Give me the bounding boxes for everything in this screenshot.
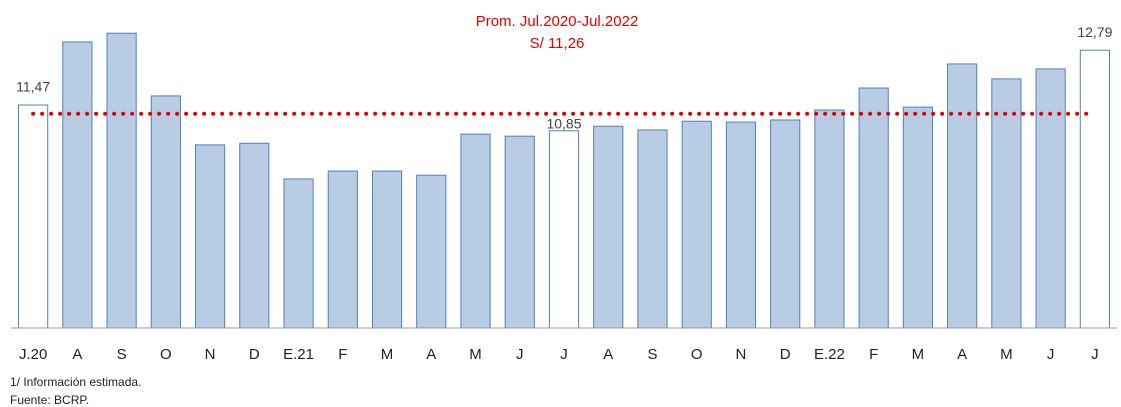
average-title: Prom. Jul.2020-Jul.2022 [476,13,639,30]
average-label: S/ 11,26 [530,35,585,52]
bar [62,41,93,329]
bar [991,78,1022,329]
bar [106,32,137,329]
bar [504,135,535,329]
x-tick-label: F [869,346,878,363]
x-tick-label: A [72,346,82,363]
x-tick-label: D [780,346,791,363]
x-tick-label: A [603,346,613,363]
value-label: 11,47 [16,79,50,95]
bar [548,130,580,329]
x-tick-label: J.20 [19,346,47,363]
x-tick-label: O [691,346,703,363]
x-tick-label: E.22 [814,346,845,363]
bar [194,144,226,329]
x-tick-label: E.21 [283,346,314,363]
bar [416,174,447,329]
bar [283,178,314,329]
bar [327,170,358,329]
x-tick-label: A [957,346,967,363]
x-tick-label: M [381,346,394,363]
bar [1079,49,1110,329]
bar [239,142,270,329]
x-tick-label: F [338,346,347,363]
x-tick-label: O [160,346,172,363]
x-tick-label: J [516,346,524,363]
bar [593,125,624,329]
bar [681,120,712,329]
x-tick-label: S [117,346,127,363]
x-tick-label: S [647,346,657,363]
x-tick-label: A [426,346,436,363]
x-tick-label: D [249,346,260,363]
bar [814,109,845,329]
bar [725,121,757,329]
bar [460,133,491,329]
source-note: Fuente: BCRP. [10,393,89,407]
x-tick-label: M [912,346,925,363]
x-tick-label: M [1000,346,1013,363]
footnote: 1/ Información estimada. [10,375,141,389]
value-label: 10,85 [546,115,581,131]
value-label: 12,79 [1077,24,1112,40]
bar [371,170,403,329]
x-tick-label: N [205,346,216,363]
x-tick-label: N [736,346,747,363]
bar [902,106,934,329]
bar [858,87,889,329]
x-tick-label: J [1047,346,1055,363]
bar [947,63,978,329]
bar [18,104,49,329]
bar [770,119,801,329]
bar [637,129,668,329]
x-tick-label: M [469,346,482,363]
bar [150,95,181,329]
x-tick-label: J [1091,346,1099,363]
bar [1035,68,1066,329]
x-tick-label: J [560,346,568,363]
